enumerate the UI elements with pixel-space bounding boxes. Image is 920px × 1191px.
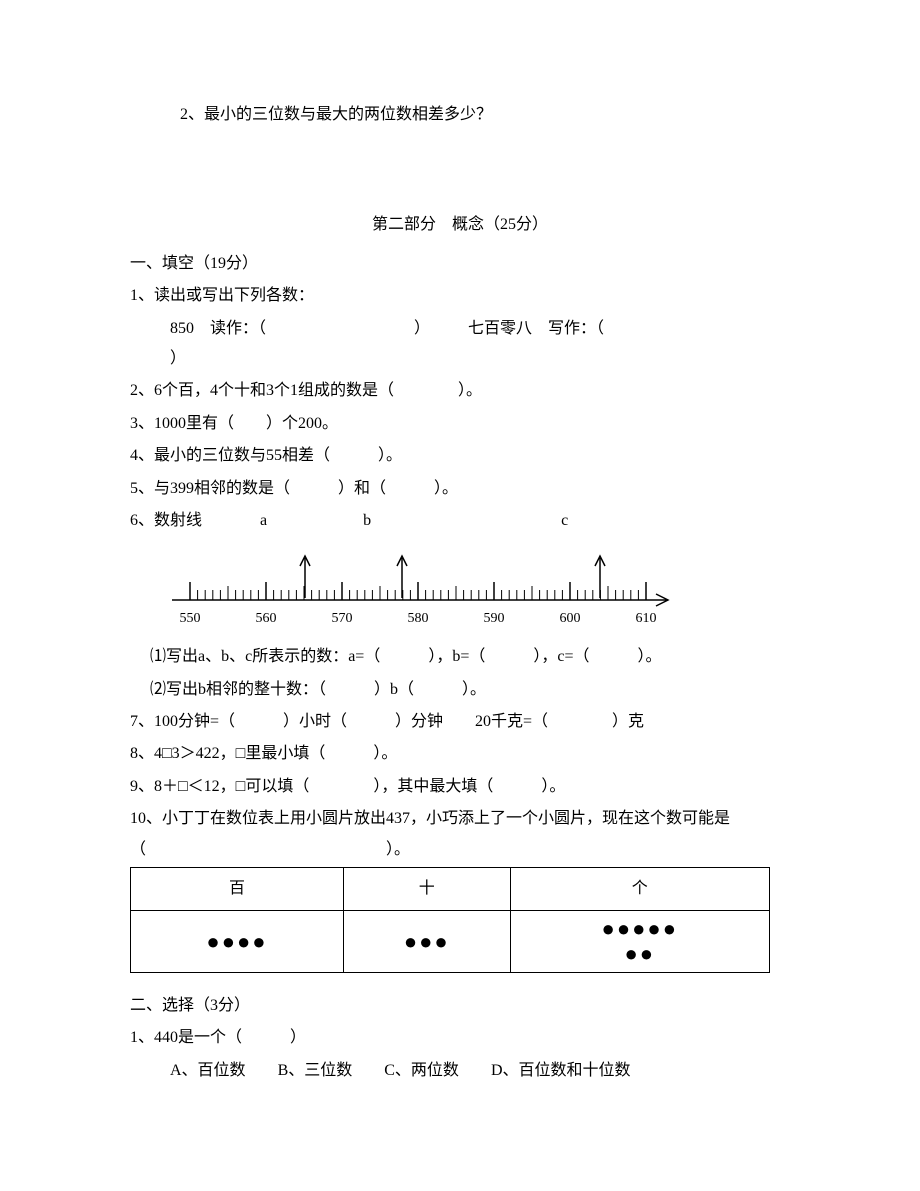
cell-ones: ●●●●● ●● — [510, 911, 769, 972]
choice-header: 二、选择（3分） — [130, 991, 790, 1021]
number-line: 550 560 570 580 590 600 610 — [130, 540, 790, 636]
option-a[interactable]: A、百位数 — [170, 1062, 246, 1079]
place-value-table: 百 十 个 ●●●● ●●● ●●●●● ●● — [130, 867, 770, 973]
q10-text: 10、小丁丁在数位表上用小圆片放出437，小巧添上了一个小圆片，现在这个数可能是… — [130, 804, 790, 865]
q1-a-suffix: ） — [414, 320, 430, 337]
label-c: c — [561, 512, 568, 529]
q7: 7、100分钟=（ ）小时（ ）分钟 20千克=（ ）克 — [130, 707, 790, 737]
option-b[interactable]: B、三位数 — [278, 1062, 353, 1079]
section-2-title: 第二部分 概念（25分） — [130, 210, 790, 240]
choice-q1-stem: 1、440是一个（ ） — [130, 1023, 790, 1053]
svg-text:570: 570 — [332, 611, 353, 626]
cell-tens: ●●● — [343, 911, 510, 972]
q1-a-prefix: 850 读作：（ — [170, 320, 266, 337]
q8: 8、4□3＞422，□里最小填（ ）。 — [130, 739, 790, 769]
q1-line: 850 读作：（ ） 七百零八 写作：（ ） — [170, 314, 790, 375]
q6-sub1: ⑴写出a、b、c所表示的数：a=（ ），b=（ ），c=（ ）。 — [150, 642, 790, 672]
cell-hundreds: ●●●● — [131, 911, 344, 972]
table-row: ●●●● ●●● ●●●●● ●● — [131, 911, 770, 972]
q6-sub2: ⑵写出b相邻的整十数：（ ）b（ ）。 — [150, 675, 790, 705]
choice-q1-options: A、百位数 B、三位数 C、两位数 D、百位数和十位数 — [170, 1056, 790, 1086]
table-row: 百 十 个 — [131, 868, 770, 911]
svg-text:590: 590 — [484, 611, 505, 626]
fill-blank-header: 一、填空（19分） — [130, 249, 790, 279]
svg-text:600: 600 — [560, 611, 581, 626]
q1-b-suffix: ） — [170, 350, 186, 367]
svg-text:580: 580 — [408, 611, 429, 626]
svg-text:610: 610 — [636, 611, 657, 626]
q6-header: 6、数射线 — [130, 512, 202, 529]
label-a: a — [260, 512, 267, 529]
q5: 5、与399相邻的数是（ ）和（ ）。 — [130, 474, 790, 504]
col-ones: 个 — [510, 868, 769, 911]
option-d[interactable]: D、百位数和十位数 — [491, 1062, 631, 1079]
svg-text:560: 560 — [256, 611, 277, 626]
q1-intro: 1、读出或写出下列各数： — [130, 281, 790, 311]
q3: 3、1000里有（ ）个200。 — [130, 409, 790, 439]
label-b: b — [363, 512, 371, 529]
number-line-svg: 550 560 570 580 590 600 610 — [130, 540, 710, 636]
q4: 4、最小的三位数与55相差（ ）。 — [130, 441, 790, 471]
option-c[interactable]: C、两位数 — [384, 1062, 459, 1079]
q9: 9、8＋□＜12，□可以填（ ），其中最大填（ ）。 — [130, 772, 790, 802]
svg-text:550: 550 — [180, 611, 201, 626]
q1-b-prefix: 七百零八 写作：（ — [468, 320, 604, 337]
col-tens: 十 — [343, 868, 510, 911]
question-2-prior: 2、最小的三位数与最大的两位数相差多少？ — [180, 100, 790, 130]
q2: 2、6个百，4个十和3个1组成的数是（ ）。 — [130, 376, 790, 406]
q6-header-row: 6、数射线 a b c — [130, 506, 790, 536]
col-hundreds: 百 — [131, 868, 344, 911]
